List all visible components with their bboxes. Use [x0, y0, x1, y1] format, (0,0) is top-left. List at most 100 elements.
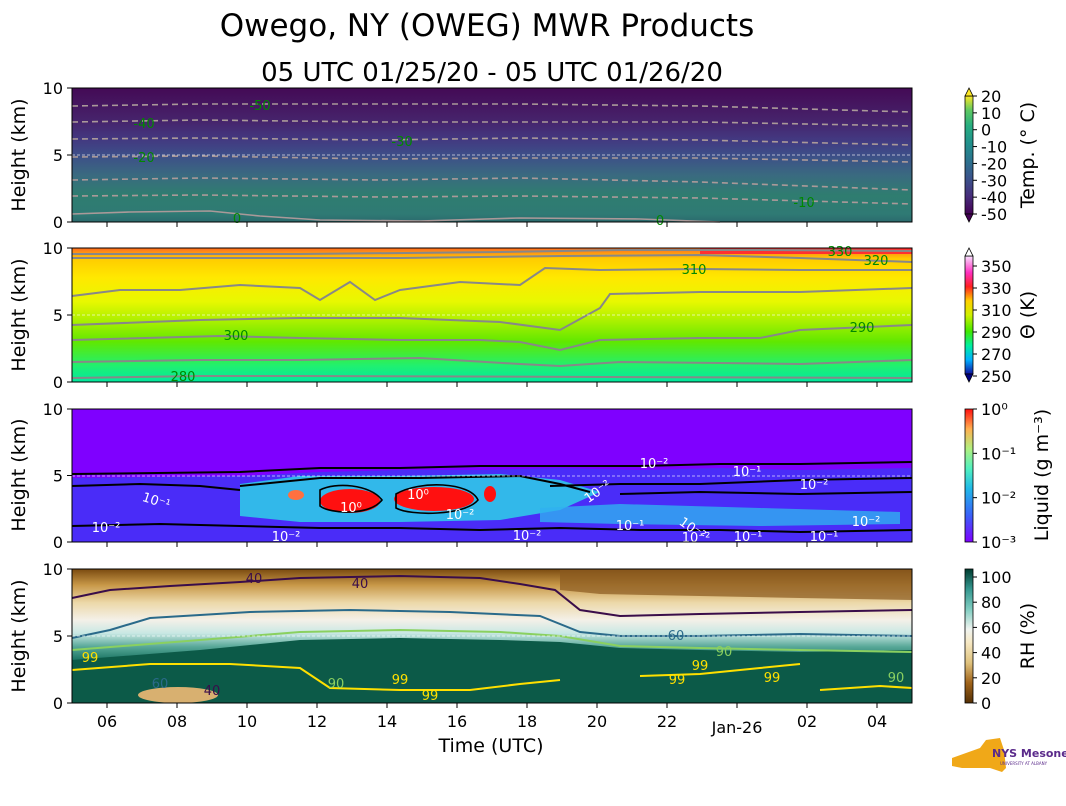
- theta-colorbar-tick-label: 350: [981, 257, 1012, 276]
- liquid-contour-label: 10⁻²: [800, 478, 829, 493]
- x-tick-label: 20: [587, 712, 607, 731]
- temperature-colorbar-tick-label: -20: [981, 154, 1007, 173]
- chart-title: Owego, NY (OWEG) MWR Products: [220, 8, 755, 44]
- liquid-contour-label: 10⁻²: [682, 531, 711, 546]
- nys-mesonet-logo: NYS Mesonet UNIVERSITY AT ALBANY: [952, 738, 1066, 772]
- x-tick-label: 18: [517, 712, 537, 731]
- temperature-colorbar-tick-label: -40: [981, 188, 1007, 207]
- temperature-contour-label: -40: [133, 117, 154, 132]
- theta-colorbar: [964, 255, 974, 375]
- liquid-colorbar-tick-label: 10⁻³: [981, 533, 1016, 552]
- ny-state-shape-icon: [952, 738, 1006, 772]
- theta-colorbar-extend-bottom: [964, 373, 974, 383]
- theta-contour-label: 300: [224, 329, 249, 344]
- liquid-colorbar-tick-label: 10⁻¹: [981, 444, 1016, 463]
- rh-colorbar-tick-label: 100: [981, 568, 1012, 587]
- temperature-colorbar-tick-label: -50: [981, 205, 1007, 224]
- y-tick-label: 0: [53, 533, 63, 552]
- x-tick-label: 06: [97, 712, 117, 731]
- x-tick-label: 14: [377, 712, 397, 731]
- temperature-colorbar-tick-label: 10: [981, 104, 1001, 123]
- liquid-max-region: [320, 489, 380, 513]
- rh-contour-label: 40: [204, 684, 221, 699]
- logo-subtext: UNIVERSITY AT ALBANY: [1000, 761, 1048, 766]
- theta-contour: [72, 253, 913, 263]
- liquid-contour: [239, 474, 913, 496]
- panel-rh: 40 40 60 99 99 90 99 99 99 60 40 90 99 9…: [71, 568, 1039, 704]
- rh-contour-label: 99: [669, 673, 686, 688]
- rh-contour-label: 90: [888, 671, 905, 686]
- rh-colorbar-tick-label: 80: [981, 593, 1001, 612]
- rh-contour-label: 90: [328, 677, 345, 692]
- theta-contour: [71, 375, 913, 379]
- temperature-colorbar-extend-top: [964, 87, 974, 97]
- temperature-contour: [71, 155, 913, 163]
- rh-contour-label: 99: [692, 659, 709, 674]
- liquid-colorbar-tick-label: 10⁰: [981, 400, 1008, 419]
- theta-contour: [71, 287, 913, 332]
- rh-contour-60: [71, 608, 913, 639]
- temperature-colorbar-extend-bottom: [964, 213, 974, 223]
- temperature-contour-zero: [71, 210, 721, 223]
- temperature-contour-label: -20: [133, 151, 154, 166]
- logo-text: NYS Mesonet: [992, 747, 1066, 760]
- liquid-cloud-band: [540, 504, 900, 526]
- theta-contour: [71, 266, 912, 302]
- temperature-colorbar-tick-label: 20: [981, 87, 1001, 106]
- y-tick-label: 5: [53, 467, 63, 486]
- panel-theta: 280 290 300 310 320 330 Θ (K): [71, 245, 1039, 385]
- liquid-contour-label: 10⁻²: [640, 457, 669, 472]
- theta-colorbar-tick-label: 330: [981, 279, 1012, 298]
- panel-temperature: -50 -40 -30 -20 -10 0 0 Temp. (° C): [71, 87, 1039, 229]
- x-tick-label: 04: [867, 712, 887, 731]
- temperature-colorbar-tick-label: -10: [981, 138, 1007, 157]
- liquid-contour: [319, 484, 479, 515]
- rh-contour-40: [71, 574, 913, 618]
- temperature-colorbar: [964, 95, 974, 215]
- liquid-contour: [71, 461, 913, 475]
- liquid-contour-label: 10⁻²: [513, 529, 542, 544]
- theta-colorbar-tick-label: 310: [981, 301, 1012, 320]
- liquid-contour-label: 10⁰: [407, 488, 429, 503]
- liquid-colorbar-label: Liquid (g m⁻³): [1031, 409, 1053, 541]
- rh-colorbar: [964, 568, 974, 704]
- x-tick-label: 02: [797, 712, 817, 731]
- y-tick-label: 10: [43, 560, 63, 579]
- y-axis-label-theta: Height (km): [8, 258, 30, 371]
- liquid-contour: [71, 477, 913, 491]
- theta-contour: [71, 356, 913, 368]
- rh-contour-label: 99: [392, 673, 409, 688]
- rh-colorbar-tick-label: 60: [981, 618, 1001, 637]
- liquid-contour-label: 10⁻²: [92, 521, 121, 536]
- rh-contour-label: 90: [716, 645, 733, 660]
- y-tick-label: 5: [53, 146, 63, 165]
- y-tick-label: 5: [53, 306, 63, 325]
- rh-contour-99: [71, 663, 913, 691]
- theta-colorbar-tick-label: 250: [981, 367, 1012, 386]
- rh-contour-label: 40: [352, 577, 369, 592]
- y-axis-label-liquid: Height (km): [8, 418, 30, 531]
- temperature-contour: [71, 137, 913, 146]
- theta-colorbar-extend-top: [964, 247, 974, 257]
- theta-contour-label: 330: [828, 245, 853, 260]
- theta-contour-label: 320: [864, 254, 889, 269]
- y-axis-label-temperature: Height (km): [8, 98, 30, 211]
- x-tick-label: 22: [657, 712, 677, 731]
- rh-contour-label: 40: [246, 572, 263, 587]
- theta-contour: [71, 324, 913, 352]
- liquid-max-region: [288, 490, 304, 500]
- temperature-contour-label: -30: [391, 135, 412, 150]
- rh-contour-label: 99: [82, 651, 99, 666]
- y-tick-label: 0: [53, 213, 63, 232]
- x-tick-label: 12: [307, 712, 327, 731]
- liquid-contour-label: 10⁻²: [272, 530, 301, 545]
- liquid-contour-label: 10⁻¹: [734, 530, 763, 545]
- y-axis-label-rh: Height (km): [8, 579, 30, 692]
- rh-contour-label: 99: [422, 689, 439, 704]
- x-tick-label: 10: [237, 712, 257, 731]
- rh-contour-label: 60: [668, 629, 685, 644]
- y-tick-label: 10: [43, 239, 63, 258]
- liquid-contour-label: 10⁻¹: [810, 530, 839, 545]
- y-tick-label: 0: [53, 694, 63, 713]
